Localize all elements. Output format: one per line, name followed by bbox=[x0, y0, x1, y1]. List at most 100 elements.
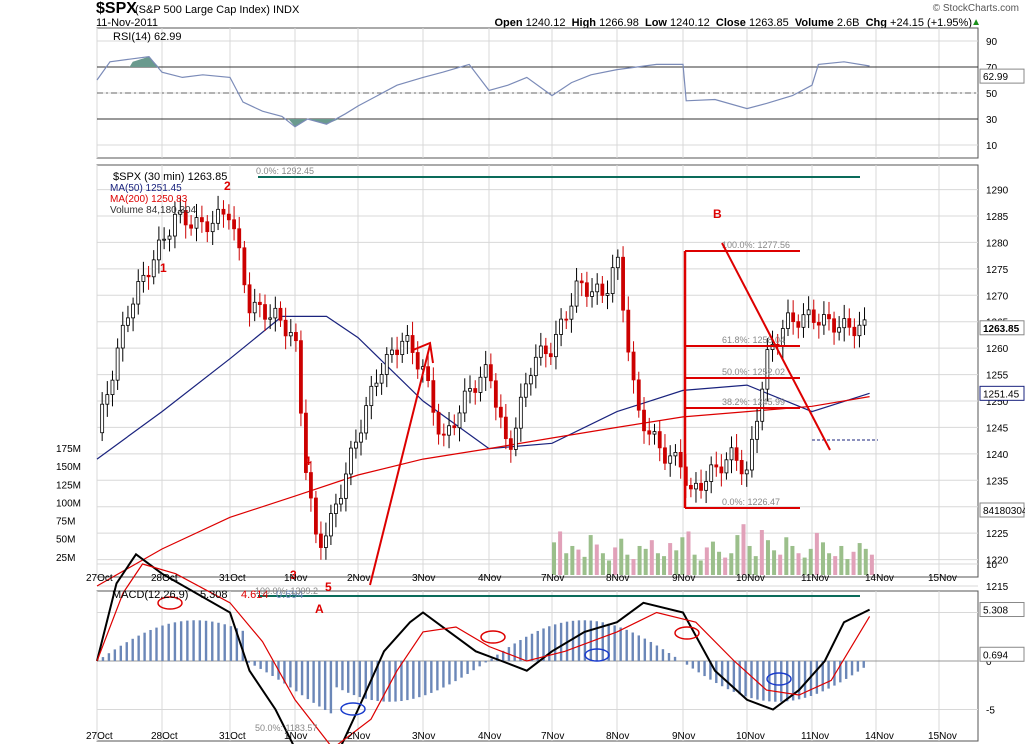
volume-bar bbox=[735, 535, 740, 575]
macd-hist-bar bbox=[577, 620, 581, 661]
macd-hist-bar bbox=[762, 661, 765, 701]
macd-hist-bar bbox=[155, 627, 158, 661]
macd-hist-bar bbox=[750, 661, 753, 699]
macd-hist-bar bbox=[143, 632, 146, 661]
macd-hist-bar bbox=[525, 636, 528, 661]
candle-body bbox=[837, 327, 842, 333]
candle-body bbox=[827, 314, 831, 320]
candle-body bbox=[724, 459, 729, 474]
macd-hist-bar bbox=[850, 661, 854, 676]
rsi-tick-label: 30 bbox=[986, 115, 998, 126]
volume-bar bbox=[698, 560, 703, 575]
candle-body bbox=[796, 321, 801, 328]
candle-body bbox=[559, 318, 563, 335]
candle-body bbox=[252, 301, 257, 314]
candle-body bbox=[548, 353, 553, 358]
macd-hist-bar bbox=[265, 661, 268, 673]
x-axis-label-bottom: 14Nov bbox=[865, 731, 894, 742]
macd-hist-bar bbox=[247, 661, 250, 663]
candle-body bbox=[319, 533, 323, 548]
macd-legend-prefix: MACD(12,26,9) bbox=[112, 589, 188, 601]
close-value-tag: 1263.85 bbox=[983, 324, 1020, 335]
candle-body bbox=[273, 307, 278, 319]
macd-hist-bar bbox=[821, 661, 824, 692]
price-tick-label: 1215 bbox=[986, 582, 1009, 593]
macd-hist-bar bbox=[472, 661, 475, 671]
signal-line bbox=[96, 563, 871, 744]
volume-bar bbox=[552, 542, 556, 575]
fib-level-label: 38.2%: 1245.99 bbox=[722, 397, 785, 407]
macd-cross-marker bbox=[766, 672, 792, 686]
volume-bar bbox=[662, 556, 667, 575]
candle-body bbox=[493, 380, 498, 408]
candle-body bbox=[237, 228, 242, 249]
candle-body bbox=[652, 431, 657, 435]
candle-body bbox=[590, 291, 594, 297]
candle-body bbox=[811, 309, 816, 323]
candle-body bbox=[699, 482, 703, 491]
volume-bar bbox=[643, 548, 648, 575]
rsi-panel bbox=[96, 55, 978, 128]
macd-hist-bar bbox=[496, 654, 499, 661]
exchange-label: INDX bbox=[273, 4, 300, 16]
candle-body bbox=[353, 441, 358, 449]
macd-hist-bar bbox=[607, 623, 610, 661]
candle-body bbox=[538, 345, 543, 358]
macd-hist-bar bbox=[442, 661, 445, 688]
macd-hist-bar bbox=[780, 661, 783, 702]
candle-body bbox=[369, 385, 374, 407]
fib-level-label: 0.0%: 1226.47 bbox=[722, 497, 780, 507]
price-tick-label: 1270 bbox=[986, 291, 1009, 302]
macd-hist-bar bbox=[827, 661, 830, 689]
hist-value-tag-box bbox=[979, 646, 1025, 662]
macd-hist-bar bbox=[323, 661, 327, 711]
candle-body bbox=[299, 340, 303, 414]
candle-body bbox=[862, 319, 867, 326]
macd-hist-bar bbox=[167, 623, 170, 661]
macd-hist-bar bbox=[673, 656, 677, 661]
macd-hist-bar bbox=[791, 661, 795, 701]
volume-bar bbox=[570, 545, 575, 575]
x-axis-label-bottom: 1Nov bbox=[284, 731, 307, 742]
candle-body bbox=[668, 455, 673, 464]
x-axis-label-top: 8Nov bbox=[606, 573, 629, 584]
x-axis-label-bottom: 9Nov bbox=[672, 731, 695, 742]
wave-label: 4 bbox=[304, 454, 311, 468]
volume-bar bbox=[607, 560, 612, 575]
macd-hist-bar bbox=[306, 661, 310, 700]
candle-body bbox=[162, 238, 167, 241]
candle-body bbox=[528, 375, 533, 385]
rsi-value-tag-box bbox=[979, 68, 1025, 84]
candle-body bbox=[247, 284, 252, 314]
rsi-oversold-fill bbox=[288, 119, 340, 127]
volume-bar bbox=[784, 537, 789, 575]
x-axis-label-top: 27Oct bbox=[86, 573, 113, 584]
candle-body bbox=[395, 349, 399, 356]
volume-bar bbox=[692, 554, 697, 575]
open-label: Open bbox=[494, 17, 523, 29]
macd-hist-bar bbox=[559, 622, 563, 661]
candle-body bbox=[100, 403, 105, 434]
macd-hist-bar bbox=[318, 661, 321, 707]
candle-body bbox=[647, 430, 652, 435]
moving-averages bbox=[96, 315, 870, 587]
wave-label: B bbox=[713, 207, 722, 221]
volume-bar bbox=[863, 548, 868, 575]
macd-hist-bar bbox=[217, 622, 220, 661]
x-axis-label-bottom: 2Nov bbox=[347, 731, 370, 742]
x-axis-label-top: 4Nov bbox=[478, 573, 501, 584]
x-axis-label-bottom: 28Oct bbox=[151, 731, 178, 742]
candle-body bbox=[216, 208, 220, 224]
macd-hist-bar bbox=[625, 629, 628, 661]
volume-tick-label: 150M bbox=[56, 462, 81, 473]
candle-body bbox=[734, 447, 739, 461]
x-axis-label-top: 3Nov bbox=[412, 573, 435, 584]
macd-hist-bar bbox=[619, 627, 622, 661]
macd-hist-bar bbox=[192, 620, 195, 661]
macd-hist-bar bbox=[542, 628, 545, 661]
candle-body bbox=[749, 438, 754, 471]
macd-hist-bar bbox=[235, 628, 239, 661]
macd-hist-bar bbox=[833, 661, 836, 686]
volume-bar bbox=[814, 532, 819, 575]
